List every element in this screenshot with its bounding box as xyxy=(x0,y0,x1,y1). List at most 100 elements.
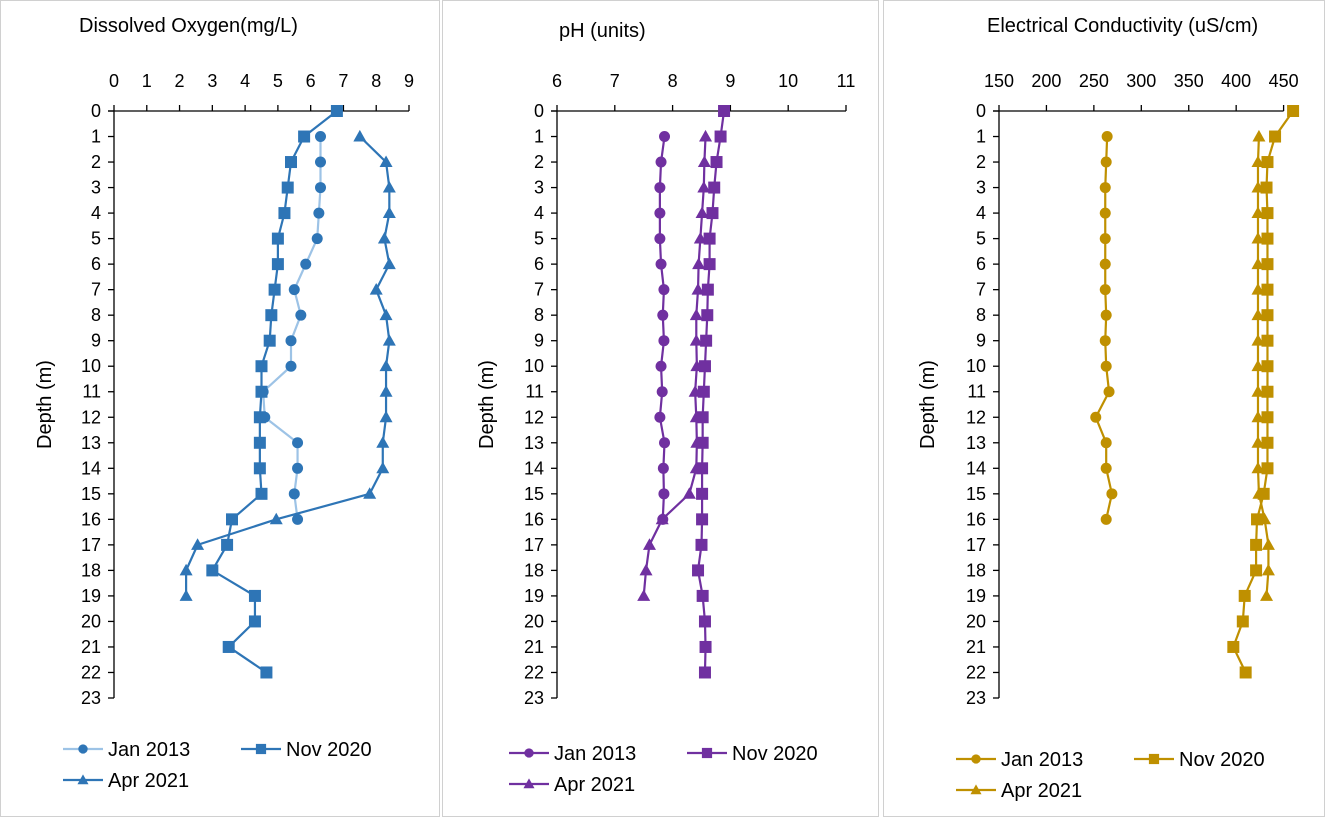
y-tick-label: 5 xyxy=(534,229,544,249)
data-point xyxy=(701,309,714,322)
x-tick-label: 10 xyxy=(778,71,798,91)
data-point xyxy=(369,283,383,295)
y-tick-label: 18 xyxy=(524,560,544,580)
legend-item-nov-2020: Nov 2020 xyxy=(687,743,818,765)
y-tick-label: 7 xyxy=(534,280,544,300)
data-point xyxy=(1100,462,1112,474)
x-tick-label: 4 xyxy=(240,71,250,91)
data-point xyxy=(382,206,396,219)
y-tick-label: 4 xyxy=(91,203,101,223)
data-point xyxy=(1251,180,1265,193)
data-point xyxy=(179,563,193,576)
chart-title: pH (units) xyxy=(559,20,646,42)
legend-label: Jan 2013 xyxy=(108,739,190,761)
legend-marker-circle-icon xyxy=(971,754,981,764)
legend-item-nov-2020: Nov 2020 xyxy=(241,739,372,761)
series-nov-2020 xyxy=(1227,105,1300,679)
data-point xyxy=(1252,129,1266,142)
data-point xyxy=(1239,666,1252,679)
data-point xyxy=(285,360,297,372)
x-tick-label: 1 xyxy=(142,71,152,91)
data-point xyxy=(1100,309,1112,321)
data-point xyxy=(285,335,297,347)
data-point xyxy=(1251,283,1265,295)
y-tick-label: 16 xyxy=(966,509,986,529)
data-point xyxy=(313,207,325,219)
legend-marker-triangle-icon xyxy=(77,774,89,785)
data-point xyxy=(1260,181,1273,194)
series-jan-2013 xyxy=(257,131,326,525)
y-tick-label: 19 xyxy=(524,586,544,606)
data-point xyxy=(268,283,281,296)
y-tick-label: 15 xyxy=(966,484,986,504)
legend-label: Jan 2013 xyxy=(554,743,636,765)
data-point xyxy=(1261,411,1274,424)
data-point xyxy=(1251,436,1265,448)
data-point xyxy=(376,461,390,474)
data-point xyxy=(696,513,709,526)
y-tick-label: 1 xyxy=(534,127,544,147)
y-tick-label: 5 xyxy=(976,229,986,249)
y-tick-label: 22 xyxy=(81,662,101,682)
y-tick-label: 1 xyxy=(91,127,101,147)
data-point xyxy=(642,538,656,550)
data-point xyxy=(330,105,343,117)
data-point xyxy=(1099,182,1111,194)
chart-electrical-conductivity: 150 200 250 300 350 400 4500123456789101112131… xyxy=(917,71,1300,802)
data-point xyxy=(700,334,713,347)
series-apr-2021 xyxy=(179,129,396,601)
data-point xyxy=(1261,207,1274,220)
y-tick-label: 7 xyxy=(91,280,101,300)
y-tick-label: 0 xyxy=(976,101,986,121)
data-point xyxy=(1251,232,1265,244)
series-jan-2013 xyxy=(1090,131,1118,525)
data-point xyxy=(1261,156,1274,169)
y-tick-label: 9 xyxy=(534,331,544,351)
legend-marker-square-icon xyxy=(701,747,713,759)
data-point xyxy=(654,411,666,423)
data-point xyxy=(1251,461,1265,474)
data-point xyxy=(1227,640,1240,653)
data-point xyxy=(379,155,393,167)
legend-item-jan-2013: Jan 2013 xyxy=(63,739,190,761)
y-tick-label: 6 xyxy=(91,254,101,274)
data-point xyxy=(253,462,266,475)
y-tick-label: 23 xyxy=(966,688,986,708)
x-tick-label: 450 xyxy=(1269,71,1299,91)
data-point xyxy=(191,538,205,550)
legend-item-nov-2020: Nov 2020 xyxy=(1134,749,1265,771)
y-tick-label: 0 xyxy=(91,101,101,121)
y-tick-label: 17 xyxy=(81,535,101,555)
chart-dissolved-oxygen: 0 1 2 3 4 5 6 7 8 9012345678910111213141516171819… xyxy=(34,71,414,792)
chart-title: Dissolved Oxygen(mg/L) xyxy=(79,15,298,37)
legend-item-apr-2021: Apr 2021 xyxy=(509,774,635,796)
data-point xyxy=(1260,589,1274,601)
y-tick-label: 13 xyxy=(81,433,101,453)
x-tick-label: 8 xyxy=(371,71,381,91)
data-point xyxy=(1100,437,1112,449)
data-point xyxy=(1099,233,1111,245)
data-point xyxy=(688,385,702,397)
data-point xyxy=(1251,359,1265,372)
data-point xyxy=(1261,462,1274,475)
data-point xyxy=(695,206,709,219)
data-point xyxy=(658,488,670,500)
data-point xyxy=(377,232,391,244)
x-tick-label: 2 xyxy=(175,71,185,91)
y-tick-label: 17 xyxy=(524,535,544,555)
series-nov-2020 xyxy=(206,105,343,679)
y-tick-label: 1 xyxy=(976,127,986,147)
y-tick-label: 5 xyxy=(91,229,101,249)
data-point xyxy=(315,156,326,168)
data-point xyxy=(1261,334,1274,347)
y-tick-label: 16 xyxy=(524,509,544,529)
y-tick-label: 11 xyxy=(82,382,101,402)
data-point xyxy=(637,589,651,601)
y-tick-label: 9 xyxy=(976,331,986,351)
x-tick-label: 3 xyxy=(207,71,217,91)
x-tick-label: 0 xyxy=(109,71,119,91)
data-point xyxy=(658,335,670,347)
data-point xyxy=(657,309,669,321)
data-point xyxy=(703,258,716,271)
data-point xyxy=(697,180,711,193)
